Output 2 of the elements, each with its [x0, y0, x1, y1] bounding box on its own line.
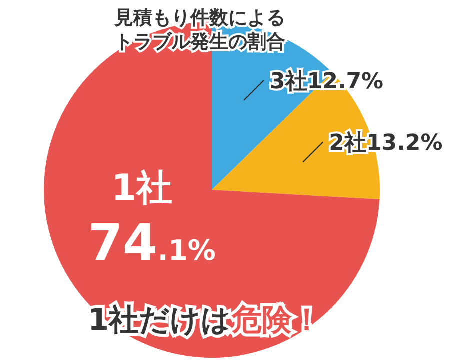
slice-label: 1社 — [111, 168, 173, 209]
data-label: 74.1% — [88, 214, 216, 272]
